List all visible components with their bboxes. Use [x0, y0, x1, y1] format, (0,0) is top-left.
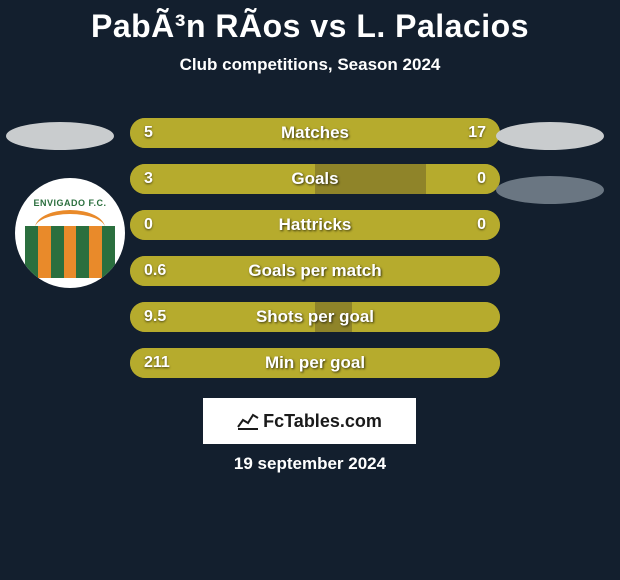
- stat-bar-right: [315, 348, 500, 378]
- subtitle: Club competitions, Season 2024: [0, 55, 620, 75]
- stat-value-right: 17: [468, 118, 486, 148]
- stat-value-left: 0: [144, 210, 153, 240]
- stat-bar-left: [130, 210, 315, 240]
- stat-value-left: 5: [144, 118, 153, 148]
- stat-bar-right: [426, 164, 500, 194]
- stat-value-right: 0: [477, 210, 486, 240]
- fctables-watermark: FcTables.com: [203, 398, 416, 444]
- stat-row: 211Min per goal: [0, 340, 620, 386]
- fctables-text: FcTables.com: [263, 411, 382, 432]
- date-label: 19 september 2024: [0, 454, 620, 474]
- page-title: PabÃ³n RÃos vs L. Palacios: [0, 0, 620, 45]
- fctables-icon: [237, 412, 259, 430]
- stat-bar-right: [214, 118, 500, 148]
- stat-value-left: 9.5: [144, 302, 166, 332]
- player-left-marker: [6, 122, 114, 150]
- stat-bar-right: [352, 302, 500, 332]
- player-right-marker-2: [496, 176, 604, 204]
- stat-bar-left: [130, 164, 315, 194]
- stat-value-left: 211: [144, 348, 170, 378]
- stat-bar-left: [130, 118, 214, 148]
- stat-bar-right: [315, 210, 500, 240]
- player-right-marker-1: [496, 122, 604, 150]
- stat-value-left: 3: [144, 164, 153, 194]
- stat-value-right: 0: [477, 164, 486, 194]
- club-badge-text: ENVIGADO F.C.: [25, 198, 115, 208]
- stat-row: 9.5Shots per goal: [0, 294, 620, 340]
- club-badge-stripes: [25, 226, 115, 278]
- stat-bar-right: [315, 256, 500, 286]
- stat-value-left: 0.6: [144, 256, 166, 286]
- club-badge: ENVIGADO F.C.: [15, 178, 125, 288]
